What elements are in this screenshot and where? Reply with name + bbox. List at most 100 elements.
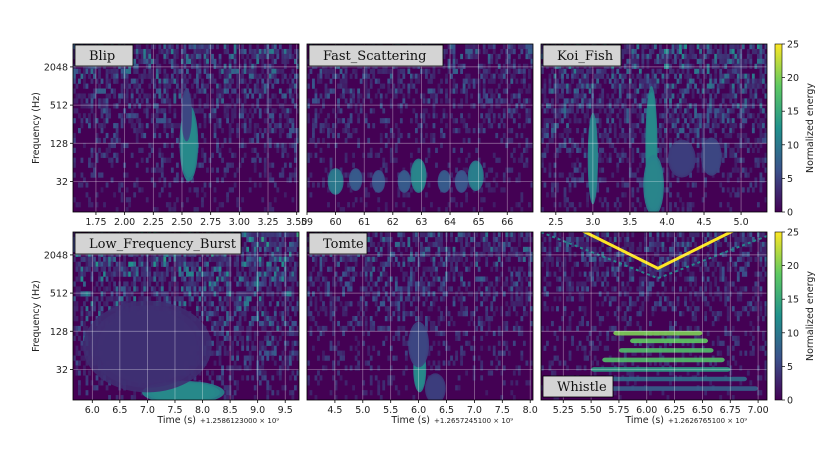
noise-cell [165,157,169,163]
noise-cell [100,311,104,317]
noise-cell [211,256,214,262]
noise-cell [452,128,456,134]
noise-cell [561,88,564,94]
noise-cell [729,58,733,65]
noise-cell [191,271,194,277]
noise-cell [256,375,260,381]
noise-cell [485,48,489,55]
noise-cell [120,83,124,89]
noise-cell [409,152,413,158]
noise-cell [522,147,526,153]
noise-cell [568,152,572,158]
noise-cell [699,68,703,74]
noise-cell [83,365,86,371]
noise-cell [492,78,496,84]
noise-cell [749,142,753,149]
noise-cell [507,108,511,114]
noise-cell [213,350,217,356]
noise-cell [487,44,491,50]
noise-cell [553,73,557,79]
noise-cell [95,375,99,381]
noise-cell [686,68,690,74]
noise-cell [307,73,310,79]
noise-cell [221,320,224,327]
noise-cell [186,261,189,267]
noise-cell [744,132,748,139]
noise-cell [347,128,350,134]
noise-cell [510,44,514,50]
noise-cell [170,207,174,212]
noise-cell [543,128,547,134]
noise-cell [153,58,157,65]
noise-cell [520,48,524,55]
noise-cell [520,68,524,74]
noise-cell [666,48,670,55]
noise-cell [497,53,501,60]
noise-cell [578,167,582,173]
noise-cell [163,177,167,183]
noise-cell [231,162,235,168]
noise-cell [228,53,232,60]
noise-cell [281,147,285,153]
noise-cell [568,103,572,109]
noise-cell [505,53,509,60]
noise-cell [681,207,685,212]
noise-cell [764,44,767,50]
noise-cell [243,360,247,366]
noise-cell [233,325,237,332]
noise-cell [664,73,667,79]
noise-cell [266,108,270,114]
noise-cell [206,370,209,376]
noise-cell [236,44,240,50]
noise-cell [203,63,207,69]
noise-cell [719,113,723,119]
noise-cell [399,88,403,94]
noise-cell [689,53,692,60]
noise-cell [186,58,189,65]
noise-cell [243,241,247,248]
noise-cell [158,48,162,55]
noise-cell [160,167,164,173]
noise-cell [218,286,222,292]
noise-cell [231,108,235,114]
noise-cell [198,103,202,109]
noise-cell [268,177,272,183]
noise-cell [140,128,144,134]
noise-cell [761,73,765,79]
noise-cell [208,44,212,50]
noise-cell [125,68,129,74]
noise-cell [135,78,139,84]
noise-cell [208,301,212,307]
noise-cell [110,73,114,79]
noise-cell [739,63,743,69]
noise-cell [251,246,255,253]
noise-cell [130,291,134,297]
noise-cell [253,108,257,114]
noise-cell [515,177,519,183]
noise-cell [103,202,106,208]
noise-cell [248,177,252,183]
noise-cell [558,172,562,178]
noise-cell [430,137,433,144]
noise-cell [643,73,647,79]
noise-cell [160,256,164,262]
noise-cell [472,48,476,55]
noise-cell [447,98,451,104]
noise-cell [98,256,101,262]
noise-cell [256,44,260,50]
noise-cell [606,187,610,193]
noise-cell [120,192,124,198]
noise-cell [153,93,157,99]
noise-cell [241,232,245,238]
noise-cell [435,147,438,153]
noise-cell [233,58,237,65]
noise-cell [206,98,209,104]
noise-cell [278,68,282,74]
noise-cell [643,44,647,50]
noise-cell [422,137,426,144]
noise-cell [130,281,134,287]
noise-cell [568,147,572,153]
noise-cell [145,103,149,109]
noise-cell [150,167,154,173]
noise-cell [73,316,76,322]
